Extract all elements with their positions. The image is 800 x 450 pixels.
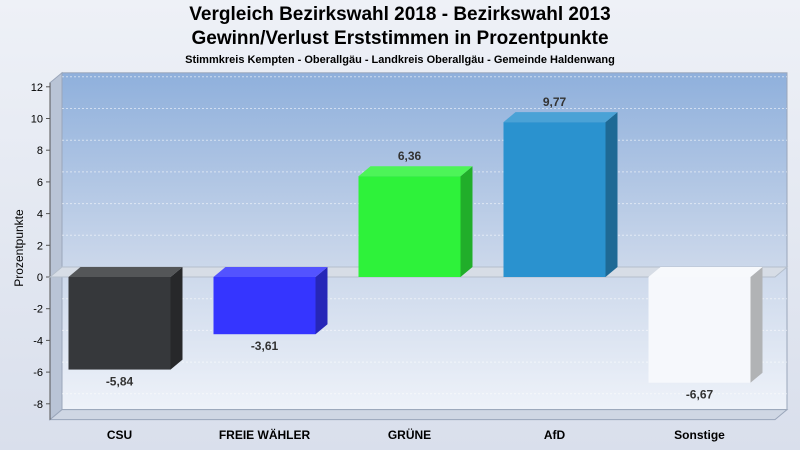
bar-side: [170, 267, 183, 370]
y-tick-label: 10: [31, 114, 43, 126]
bar-top: [68, 267, 183, 277]
bar-side: [460, 166, 473, 277]
y-tick-label: -2: [33, 304, 43, 316]
y-tick-label: -4: [33, 335, 43, 347]
plot-floor: [48, 409, 789, 421]
y-tick-label: 4: [37, 209, 43, 221]
data-label: 9,77: [543, 95, 567, 109]
bar-top: [648, 267, 763, 277]
bar-top: [503, 112, 618, 123]
data-label: -6,67: [686, 388, 714, 402]
x-tick-label: FREIE WÄHLER: [219, 427, 311, 442]
data-label: -5,84: [106, 375, 134, 389]
bar-side: [315, 267, 328, 335]
bar-top: [213, 267, 328, 277]
bar: [648, 277, 751, 383]
y-tick-label: 12: [31, 82, 43, 94]
y-tick-label: -6: [33, 367, 43, 379]
chart-subtitle: Gewinn/Verlust Erststimmen in Prozentpun…: [191, 28, 609, 49]
chart-caption: Stimmkreis Kempten - Oberallgäu - Landkr…: [185, 54, 615, 66]
y-tick-label: 8: [37, 145, 43, 157]
bar: [213, 277, 316, 335]
bar-side: [750, 267, 763, 383]
x-tick-label: CSU: [107, 428, 132, 442]
plot-left-wall: [49, 71, 63, 421]
data-label: -3,61: [251, 339, 279, 353]
y-tick-label: 6: [37, 177, 43, 189]
y-tick-label: 2: [37, 240, 43, 252]
chart-title: Vergleich Bezirkswahl 2018 - Bezirkswahl…: [189, 4, 611, 25]
x-tick-label: Sonstige: [674, 428, 725, 442]
y-tick-label: -8: [33, 399, 43, 411]
y-tick-label: 0: [37, 272, 43, 284]
bar: [358, 176, 461, 277]
x-tick-label: GRÜNE: [388, 427, 431, 442]
x-tick-label: AfD: [544, 428, 566, 442]
bar-side: [605, 112, 618, 277]
bar: [503, 122, 606, 277]
bar: [68, 277, 171, 370]
bar-top: [358, 166, 473, 177]
data-label: 6,36: [398, 149, 422, 163]
